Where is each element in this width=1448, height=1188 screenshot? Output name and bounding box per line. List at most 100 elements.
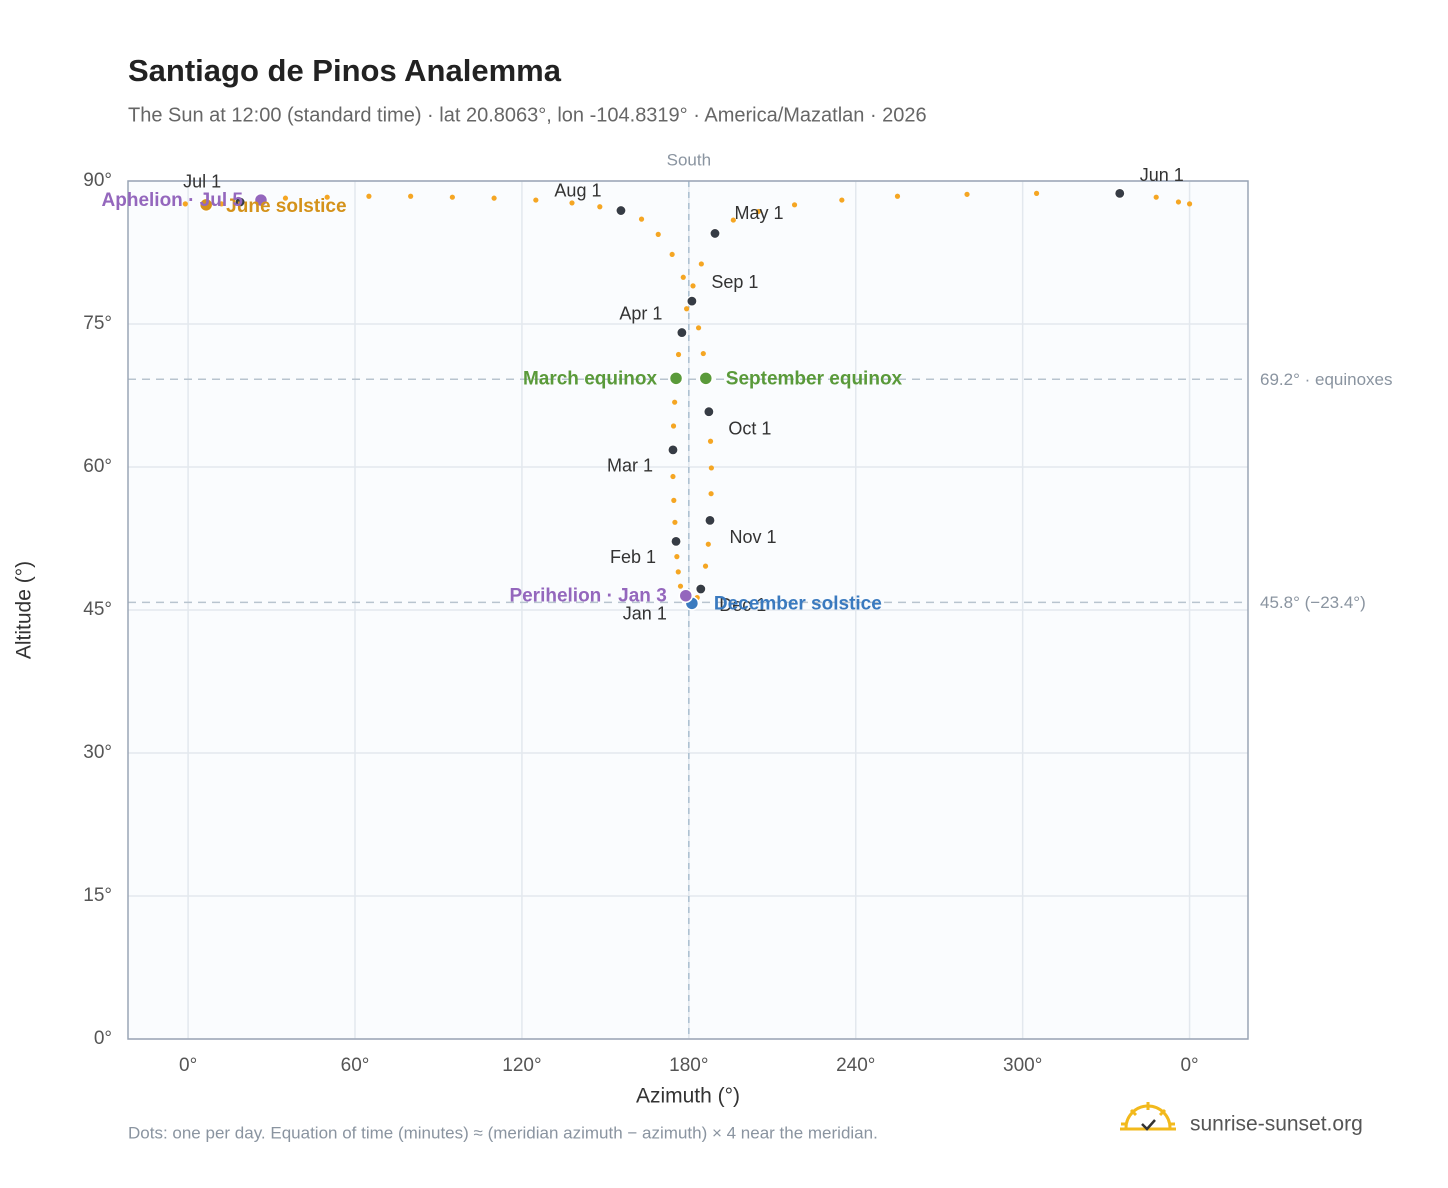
month-dot	[686, 295, 698, 307]
event-dot	[678, 588, 694, 603]
month-label: Sep 1	[711, 272, 758, 292]
daily-dot	[182, 201, 188, 207]
chart-subtitle: The Sun at 12:00 (standard time) · lat 2…	[128, 104, 927, 126]
daily-dot	[680, 274, 686, 280]
daily-dot	[672, 399, 678, 405]
event-label: June solstice	[226, 196, 346, 217]
event-dot	[253, 192, 269, 208]
daily-dot	[638, 216, 645, 222]
x-tick-label: 60°	[341, 1055, 370, 1076]
y-axis-label: Altitude (°)	[13, 561, 36, 659]
event-dot	[698, 371, 714, 386]
daily-dot	[730, 217, 736, 223]
month-dot	[1114, 187, 1126, 199]
y-tick-label: 90°	[83, 170, 112, 191]
daily-dot	[491, 195, 497, 201]
event-dot	[668, 371, 684, 386]
daily-dot	[669, 251, 675, 258]
event-label: December solstice	[714, 593, 882, 614]
month-label: Dec 1	[719, 595, 766, 615]
daily-dot	[670, 473, 676, 480]
daily-dot	[282, 195, 289, 201]
daily-dot	[708, 465, 714, 471]
daily-dot	[964, 191, 970, 197]
month-dot	[670, 535, 682, 547]
daily-dot	[675, 351, 682, 358]
chart-title: Santiago de Pinos Analemma	[128, 53, 562, 88]
daily-dot	[533, 197, 539, 203]
plot-frame	[127, 180, 1249, 1040]
month-dot	[676, 326, 688, 339]
daily-dot	[218, 201, 225, 207]
y-tick-label: 0°	[94, 1028, 112, 1049]
x-tick-label: 0°	[179, 1055, 197, 1076]
brand: sunrise-sunset.org	[1190, 1113, 1363, 1136]
y-tick-label: 60°	[83, 456, 112, 477]
daily-dot	[671, 497, 677, 503]
brand-logo	[1120, 1102, 1176, 1131]
footnote: Dots: one per day. Equation of time (min…	[128, 1123, 878, 1142]
y-tick-label: 75°	[83, 313, 112, 334]
daily-dot	[684, 306, 690, 312]
daily-dot	[1186, 201, 1193, 207]
daily-dot	[698, 261, 704, 267]
y-tick-label: 30°	[83, 742, 112, 763]
daily-dot	[894, 193, 901, 199]
daily-dot	[695, 325, 702, 331]
daily-dot	[670, 423, 677, 429]
x-tick-label: 240°	[836, 1055, 875, 1076]
daily-dot	[702, 563, 709, 569]
month-dot	[704, 514, 716, 526]
daily-dot	[569, 200, 575, 206]
daily-dot	[690, 283, 696, 289]
daily-dot	[1153, 194, 1159, 200]
daily-dot	[839, 197, 845, 203]
daily-dot	[700, 350, 706, 357]
event-label: Aphelion · Jul 5	[102, 190, 244, 211]
y-tick-label: 45°	[83, 599, 112, 620]
month-label: Nov 1	[729, 527, 776, 547]
month-label: Mar 1	[607, 456, 653, 476]
month-dot	[234, 196, 246, 208]
daily-dot	[705, 541, 711, 547]
daily-dot	[672, 519, 678, 525]
x-tick-label: 300°	[1003, 1055, 1042, 1076]
daily-dot	[408, 193, 414, 199]
x-tick-label: 120°	[502, 1055, 541, 1076]
daily-dot	[1033, 190, 1040, 196]
daily-dot	[675, 569, 681, 575]
daily-dot	[708, 491, 714, 497]
daily-dot	[707, 438, 714, 444]
month-label: Aug 1	[554, 180, 601, 200]
month-label: May 1	[734, 203, 783, 223]
x-axis-label: Azimuth (°)	[636, 1085, 740, 1108]
daily-dot	[791, 202, 798, 208]
month-dot	[667, 444, 679, 456]
y-tick-label: 15°	[83, 885, 112, 906]
daily-dot	[366, 193, 372, 199]
month-label: Feb 1	[610, 547, 656, 567]
month-dot	[695, 583, 707, 595]
month-dot	[615, 204, 627, 217]
daily-dot	[674, 554, 680, 560]
daily-dot	[597, 204, 603, 210]
month-dot	[703, 406, 715, 418]
reference-label: 45.8° (−23.4°)	[1260, 593, 1366, 612]
event-label: September equinox	[726, 368, 903, 389]
reference-label: 69.2° · equinoxes	[1260, 370, 1393, 389]
event-label: Perihelion · Jan 3	[509, 586, 666, 607]
marks	[182, 187, 1193, 611]
daily-dot	[449, 194, 455, 200]
month-dot	[709, 227, 721, 240]
event-label: March equinox	[523, 368, 658, 389]
month-label: Jan 1	[623, 603, 667, 623]
x-tick-label: 0°	[1180, 1055, 1198, 1076]
month-label: Jul 1	[183, 172, 221, 192]
meridian-label: South	[667, 150, 711, 169]
daily-dot	[677, 583, 684, 589]
month-label: Jun 1	[1140, 165, 1184, 185]
daily-dot	[655, 231, 661, 237]
daily-dot	[755, 208, 761, 215]
daily-dot	[1175, 199, 1182, 205]
event-dot	[198, 197, 214, 213]
